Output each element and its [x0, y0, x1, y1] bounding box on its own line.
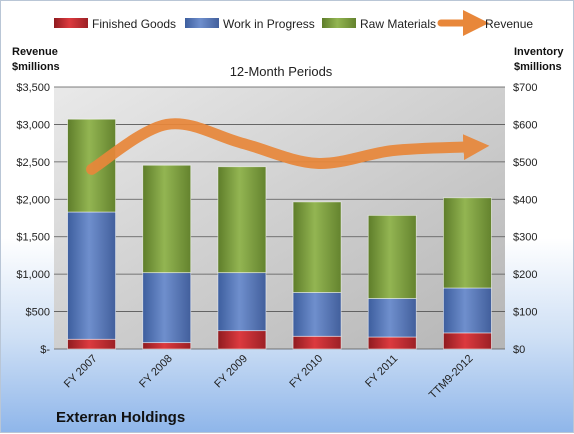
legend-swatch-finished-goods	[54, 18, 88, 28]
bar-work-in-progress	[292, 292, 342, 337]
plot-area	[54, 87, 505, 349]
category-tick-label: FY 2011	[363, 353, 400, 390]
bar-finished-goods	[443, 332, 492, 350]
company-name: Exterran Holdings	[56, 409, 185, 426]
right-tick-label: $500	[513, 157, 537, 169]
bar-work-in-progress	[443, 287, 492, 334]
bar-finished-goods	[217, 330, 267, 350]
legend-label-work-in-progress: Work in Progress	[223, 17, 315, 31]
right-axis-title-line2: $millions	[514, 61, 562, 73]
right-tick-label: $100	[513, 307, 537, 319]
bar-work-in-progress	[367, 298, 417, 338]
legend-swatch-raw-materials	[322, 18, 356, 28]
legend: Finished Goods Work in Progress Raw Mate…	[54, 10, 533, 36]
right-tick-label: $200	[513, 269, 537, 281]
left-tick-label: $3,000	[16, 119, 50, 131]
bar-finished-goods	[367, 336, 417, 350]
left-tick-label: $-	[40, 344, 50, 356]
bar-raw-materials	[443, 197, 492, 289]
left-tick-label: $2,500	[16, 157, 50, 169]
legend-label-revenue: Revenue	[485, 17, 533, 31]
chart-subtitle: 12-Month Periods	[230, 64, 333, 79]
legend-swatch-work-in-progress	[185, 18, 219, 28]
gridlines	[54, 86, 505, 350]
bar-finished-goods	[292, 335, 342, 350]
left-tick-label: $1,500	[16, 232, 50, 244]
right-tick-label: $0	[513, 344, 525, 356]
revenue-line	[86, 118, 490, 175]
right-tick-label: $700	[513, 82, 537, 94]
bar-raw-materials	[142, 164, 192, 274]
left-axis-title-line2: $millions	[12, 61, 60, 73]
bar-raw-materials	[217, 166, 267, 274]
bar-raw-materials	[292, 201, 342, 293]
revenue-line-layer	[86, 118, 490, 175]
legend-label-raw-materials: Raw Materials	[360, 17, 436, 31]
left-tick-label: $3,500	[16, 82, 50, 94]
right-tick-label: $300	[513, 232, 537, 244]
right-tick-label: $400	[513, 194, 537, 206]
legend-label-finished-goods: Finished Goods	[92, 17, 176, 31]
category-tick-label: FY 2008	[137, 353, 175, 391]
bar-finished-goods	[142, 342, 192, 350]
left-axis-title-line1: Revenue	[12, 46, 58, 58]
category-tick-label: FY 2010	[287, 353, 325, 391]
bar-work-in-progress	[67, 211, 116, 340]
bar-raw-materials	[367, 214, 417, 299]
bar-work-in-progress	[217, 272, 267, 332]
left-tick-label: $2,000	[16, 194, 50, 206]
category-tick-label: FY 2007	[62, 353, 100, 391]
bar-finished-goods	[67, 338, 116, 350]
left-tick-label: $500	[26, 307, 50, 319]
right-axis-title-line1: Inventory	[514, 46, 564, 58]
bar-work-in-progress	[142, 272, 192, 344]
left-tick-label: $1,000	[16, 269, 50, 281]
bars	[67, 118, 492, 350]
category-tick-label: FY 2009	[212, 353, 250, 391]
right-tick-label: $600	[513, 119, 537, 131]
category-tick-label: TTM9-2012	[427, 353, 476, 402]
